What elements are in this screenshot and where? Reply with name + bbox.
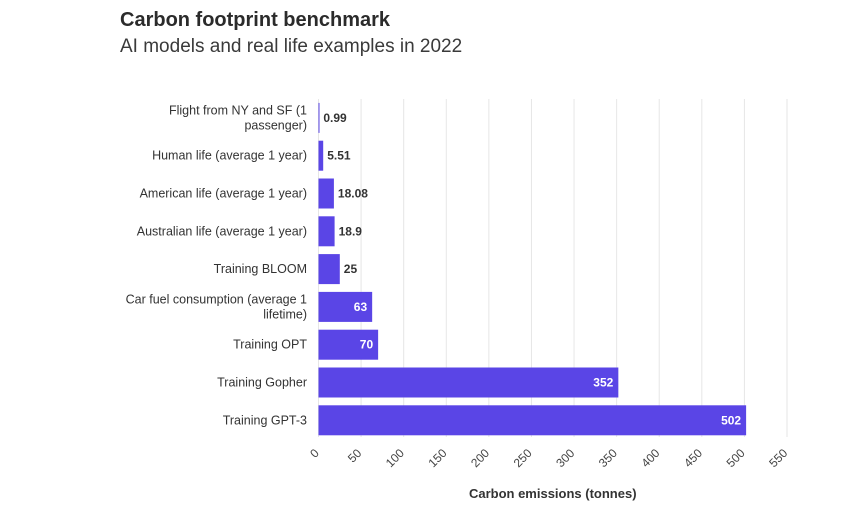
category-label: Human life (average 1 year) — [152, 149, 307, 163]
category-label: American life (average 1 year) — [140, 187, 307, 201]
data-label: 25 — [344, 262, 358, 276]
category-label: Flight from NY and SF (1 passenger) — [169, 103, 307, 132]
bar — [318, 140, 324, 171]
bar — [318, 405, 747, 436]
category-label: Training GPT-3 — [223, 413, 307, 427]
bar — [318, 291, 373, 322]
x-tick-label: 350 — [596, 446, 620, 470]
x-tick-label: 500 — [724, 446, 748, 470]
x-tick-label: 200 — [468, 446, 492, 470]
category-label-line: Training BLOOM — [214, 262, 307, 276]
category-label-line: Australian life (average 1 year) — [137, 224, 307, 238]
x-tick-label: 250 — [511, 446, 535, 470]
x-tick-label: 450 — [681, 446, 705, 470]
x-tick-label: 0 — [307, 446, 322, 461]
category-label-line: Car fuel consumption (average 1 — [126, 292, 307, 306]
category-label: Training Gopher — [217, 376, 307, 390]
x-tick-label: 100 — [383, 446, 407, 470]
data-label: 18.08 — [338, 187, 368, 201]
x-tick-label: 300 — [553, 446, 577, 470]
data-label: 502 — [721, 413, 741, 427]
category-label-line: Training GPT-3 — [223, 413, 307, 427]
category-label: Australian life (average 1 year) — [137, 224, 307, 238]
category-label-line: Training Gopher — [217, 376, 307, 390]
bar — [318, 216, 335, 247]
category-label-line: Training OPT — [233, 338, 307, 352]
x-tick-label: 150 — [426, 446, 450, 470]
category-label-line: Human life (average 1 year) — [152, 149, 307, 163]
category-labels: Flight from NY and SF (1 passenger) Human … — [126, 103, 308, 427]
data-label: 63 — [354, 300, 368, 314]
data-label: 5.51 — [327, 149, 351, 163]
x-axis-title: Carbon emissions (tonnes) — [469, 486, 637, 501]
bar — [318, 178, 334, 209]
x-axis-ticks: 0 50 100 150 200 250 300 350 400 450 500 550 — [307, 446, 790, 470]
x-tick-label: 550 — [766, 446, 790, 470]
category-label-line: passenger) — [244, 118, 307, 132]
chart-title: Carbon footprint benchmark — [120, 9, 391, 31]
bars: 0.99 5.51 18.08 18.9 25 63 70 352 502 — [318, 102, 747, 436]
chart-subtitle: AI models and real life examples in 2022 — [120, 36, 463, 57]
bar — [318, 254, 340, 285]
category-label-line: American life (average 1 year) — [140, 187, 307, 201]
bar — [318, 367, 619, 398]
bar — [318, 329, 379, 360]
x-tick-label: 400 — [638, 446, 662, 470]
data-label: 70 — [360, 338, 374, 352]
category-label: Training BLOOM — [214, 262, 307, 276]
data-label: 352 — [593, 376, 613, 390]
bar — [318, 102, 320, 133]
category-label-line: Flight from NY and SF (1 — [169, 103, 307, 117]
data-label: 0.99 — [323, 111, 347, 125]
category-label-line: lifetime) — [263, 307, 307, 321]
x-tick-label: 50 — [345, 446, 365, 466]
category-label: Car fuel consumption (average 1 lifetime) — [126, 292, 307, 321]
data-label: 18.9 — [339, 224, 363, 238]
category-label: Training OPT — [233, 338, 307, 352]
